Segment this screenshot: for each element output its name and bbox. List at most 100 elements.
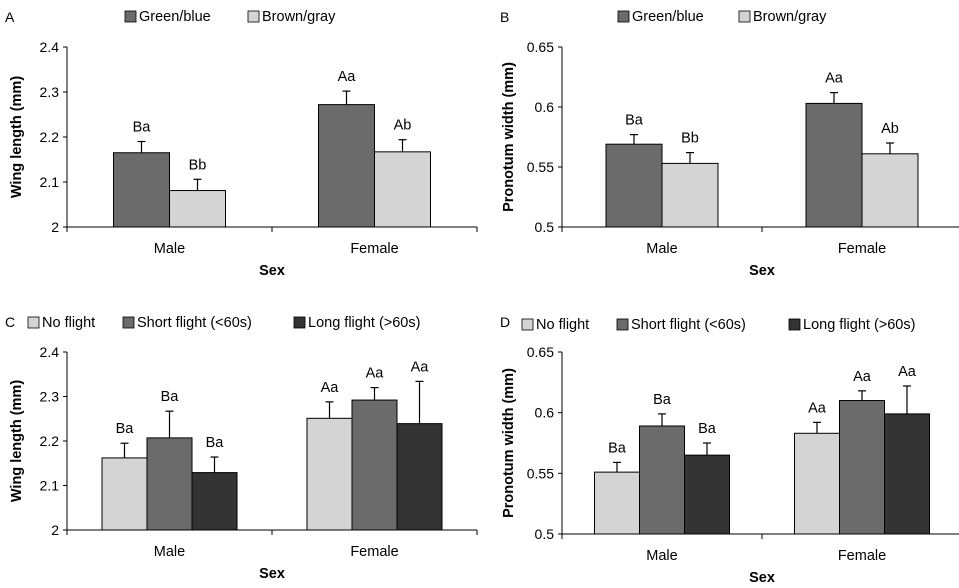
y-axis-label: Wing length (mm) (9, 380, 25, 502)
legend-label: Green/blue (139, 9, 211, 25)
y-tick-label: 0.5 (535, 526, 555, 542)
x-tick-label: Female (350, 241, 398, 257)
legend-entry: No flight (27, 315, 95, 331)
y-tick-label: 2.3 (40, 84, 60, 100)
significance-label: Aa (411, 359, 430, 375)
significance-label: Ba (625, 113, 644, 129)
y-tick-label: 2 (51, 522, 59, 538)
y-tick-label: 0.5 (535, 219, 555, 235)
panel-label: C (5, 314, 15, 330)
x-tick-label: Female (350, 544, 398, 560)
y-tick-label: 2 (51, 219, 59, 235)
legend-label: No flight (42, 315, 95, 331)
legend-swatch (124, 10, 137, 23)
x-tick-label: Male (154, 241, 185, 257)
legend-swatch (27, 316, 40, 329)
significance-label: Ba (116, 421, 135, 437)
bar (101, 457, 148, 531)
bar (639, 425, 685, 535)
legend-entry: No flight (521, 317, 589, 333)
legend-entry: Brown/gray (247, 9, 336, 25)
significance-label: Aa (808, 400, 827, 416)
y-tick-label: 2.1 (40, 478, 60, 494)
y-tick-label: 2.4 (40, 344, 60, 360)
bar (146, 437, 193, 531)
legend-swatch (788, 318, 801, 331)
legend-label: Long flight (>60s) (308, 315, 420, 331)
y-axis-label: Pronotum width (mm) (501, 62, 517, 212)
chart-panel-b: B Green/blue Brown/gray 0.5 0.55 0.6 0.65 Prono… (500, 9, 959, 279)
legend-entry: Long flight (>60s) (293, 315, 420, 331)
legend-entry: Green/blue (617, 9, 704, 25)
y-tick-label: 2.1 (40, 174, 60, 190)
chart-panel-c: C No flight Short flight (<60s) Long flight… (5, 314, 478, 582)
legend-label: Green/blue (632, 9, 704, 25)
significance-label: Aa (853, 369, 872, 385)
bar (884, 413, 930, 535)
legend-entry: Long flight (>60s) (788, 317, 915, 333)
bar (191, 472, 238, 531)
y-tick-label: 0.6 (535, 99, 555, 115)
significance-label: Ab (394, 118, 412, 134)
bar (396, 423, 443, 531)
legend-label: No flight (536, 317, 589, 333)
panel-label: A (5, 9, 15, 25)
bar (839, 400, 885, 535)
legend-swatch (738, 10, 751, 23)
legend-swatch (617, 10, 630, 23)
legend-swatch (247, 10, 260, 23)
x-tick-label: Male (646, 241, 677, 257)
y-tick-label: 0.6 (535, 405, 555, 421)
legend-entry: Brown/gray (738, 9, 827, 25)
bar (794, 432, 840, 535)
y-tick-label: 0.65 (527, 344, 554, 360)
significance-label: Aa (898, 364, 917, 380)
bar (306, 417, 353, 531)
panel-label: D (500, 314, 510, 330)
significance-label: Ba (698, 421, 717, 437)
legend-swatch (616, 318, 629, 331)
significance-label: Aa (338, 69, 357, 85)
significance-label: Ba (608, 440, 627, 456)
x-tick-label: Female (838, 548, 886, 564)
legend-entry: Green/blue (124, 9, 211, 25)
y-tick-label: 0.55 (527, 159, 554, 175)
significance-label: Ba (133, 120, 152, 136)
significance-label: Ba (206, 435, 225, 451)
bar (605, 143, 663, 228)
legend-label: Long flight (>60s) (803, 317, 915, 333)
bar (374, 151, 431, 228)
x-tick-label: Female (838, 241, 886, 257)
y-tick-label: 2.2 (40, 433, 60, 449)
significance-label: Bb (681, 131, 699, 147)
panel-label: B (500, 9, 509, 25)
y-axis-label: Pronotum width (mm) (501, 368, 517, 518)
bar (805, 102, 863, 228)
bar (684, 454, 730, 535)
significance-label: Ab (881, 121, 899, 137)
legend-label: Short flight (<60s) (137, 315, 252, 331)
bar (661, 162, 719, 228)
x-axis-label: Sex (259, 263, 285, 279)
significance-label: Aa (366, 366, 385, 382)
y-tick-label: 0.55 (527, 465, 554, 481)
legend-label: Brown/gray (262, 9, 336, 25)
significance-label: Ba (653, 392, 672, 408)
legend-entry: Short flight (<60s) (616, 317, 746, 333)
x-axis-label: Sex (749, 570, 775, 586)
y-axis-label: Wing length (mm) (9, 76, 25, 198)
significance-label: Aa (825, 71, 844, 87)
bar (113, 152, 170, 228)
y-tick-label: 2.4 (40, 39, 60, 55)
legend-swatch (122, 316, 135, 329)
significance-label: Bb (189, 157, 207, 173)
significance-label: Ba (161, 389, 180, 405)
x-tick-label: Male (154, 544, 185, 560)
bar (318, 104, 375, 228)
y-tick-label: 0.65 (527, 39, 554, 55)
x-tick-label: Male (646, 548, 677, 564)
legend-label: Short flight (<60s) (631, 317, 746, 333)
x-axis-label: Sex (259, 566, 285, 582)
legend-entry: Short flight (<60s) (122, 315, 252, 331)
